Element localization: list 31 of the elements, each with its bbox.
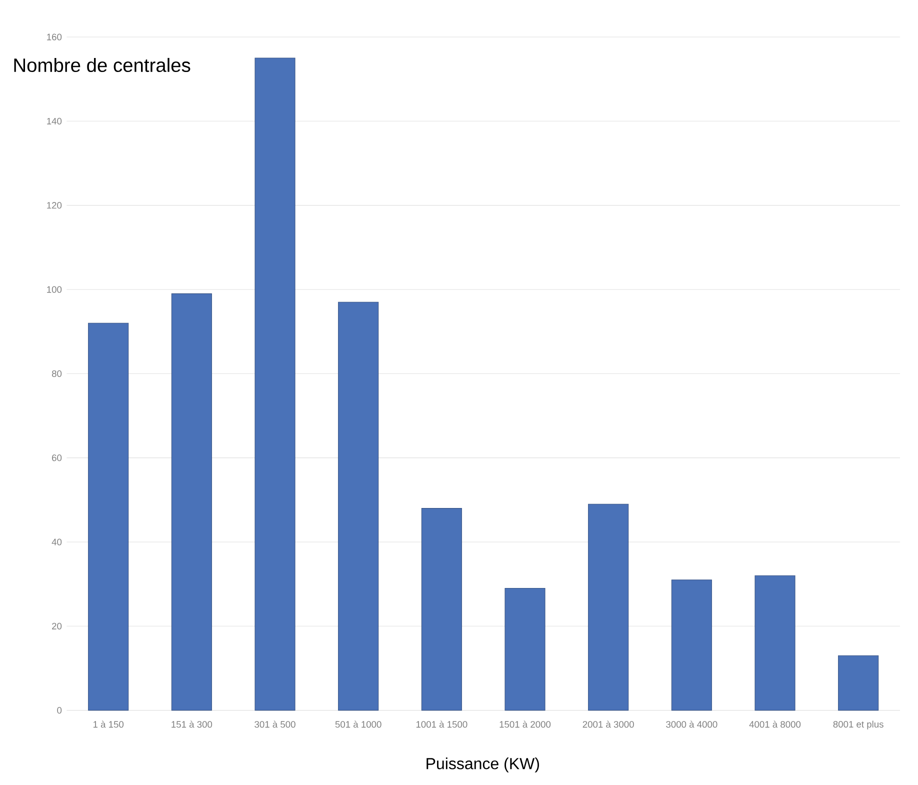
y-tick-label: 140 — [47, 118, 62, 124]
y-axis-title: Nombre de centrales — [14, 58, 190, 72]
bar — [504, 588, 546, 711]
x-tick-label: 1501 à 2000 — [500, 720, 551, 728]
bar — [88, 322, 129, 711]
y-tick-label: 120 — [47, 202, 62, 209]
bar — [338, 302, 379, 711]
y-tick-label: 60 — [52, 454, 62, 462]
y-tick-label: 40 — [52, 538, 62, 546]
bar — [171, 293, 212, 711]
x-tick-label: 4001 à 8000 — [749, 720, 801, 728]
bar — [254, 58, 296, 711]
y-tick-label: 100 — [47, 286, 62, 293]
x-tick-label: 3000 à 4000 — [666, 720, 718, 728]
y-tick-label: 160 — [47, 34, 62, 40]
y-tick-label: 20 — [52, 622, 62, 630]
y-tick-label: 80 — [52, 370, 62, 377]
x-tick-label: 151 à 300 — [172, 720, 212, 728]
x-axis-title: Puissance (KW) — [426, 758, 539, 772]
bar — [671, 580, 712, 711]
x-tick-label: 301 à 500 — [254, 720, 296, 728]
x-tick-label: 501 à 1000 — [335, 720, 382, 728]
x-tick-label: 8001 et plus — [833, 720, 884, 730]
x-tick-label: 1001 à 1500 — [416, 720, 468, 728]
x-tick-label: 2001 à 3000 — [582, 720, 634, 728]
y-tick-label: 0 — [57, 707, 62, 714]
bar — [588, 504, 629, 711]
bar — [754, 575, 796, 711]
x-tick-label: 1 à 150 — [93, 720, 124, 728]
bar — [838, 655, 879, 711]
bar — [421, 508, 462, 711]
